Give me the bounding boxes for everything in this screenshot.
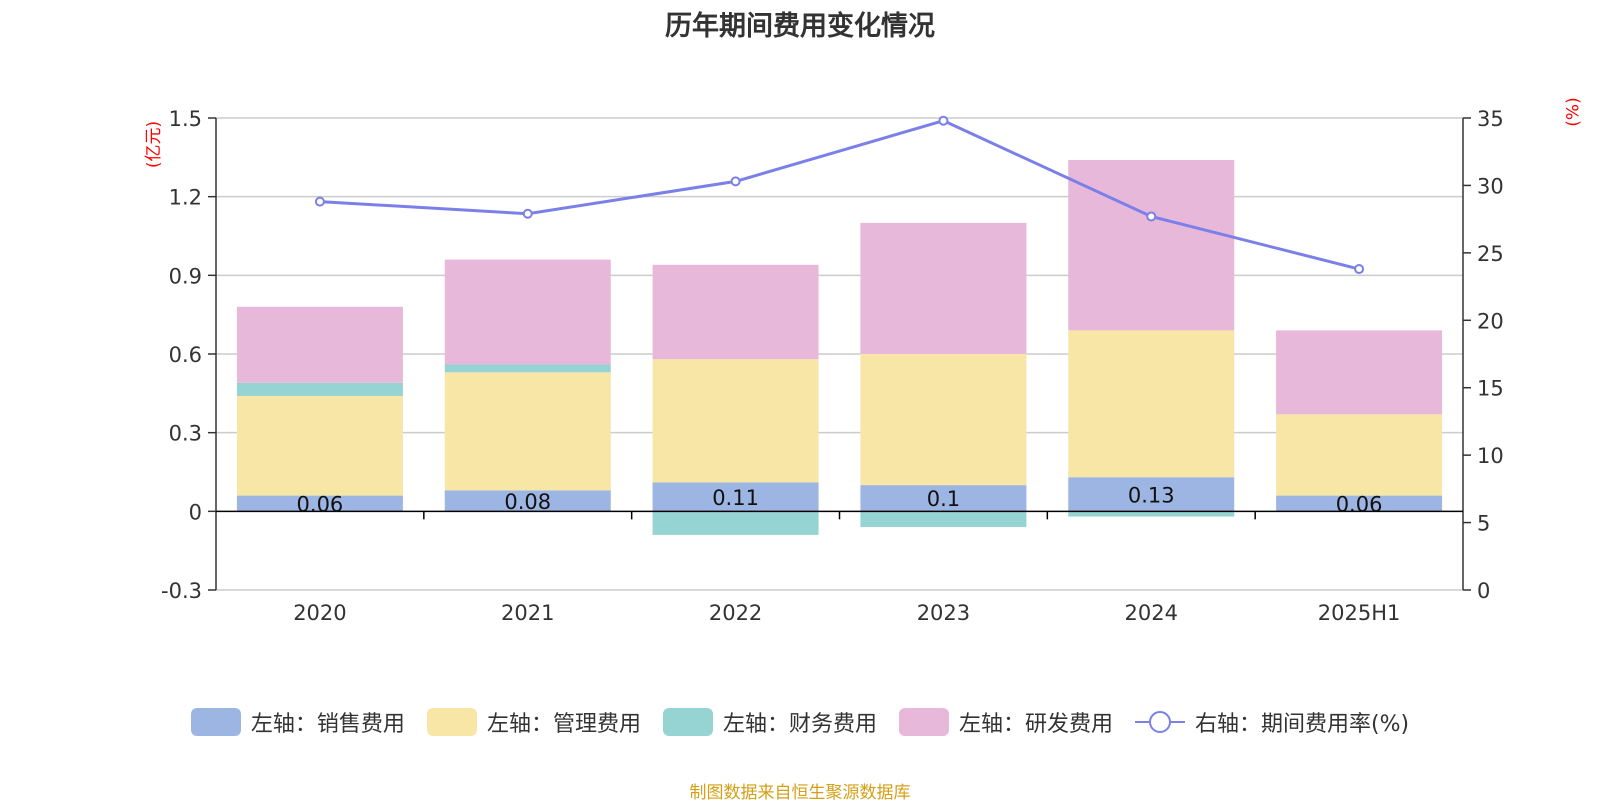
x-axis-tick-label: 2024 [1125, 601, 1178, 625]
point-expense-rate [314, 196, 325, 207]
x-axis-tick-label: 2025H1 [1318, 601, 1401, 625]
legend-swatch-finance [662, 708, 713, 736]
bar-sales [236, 495, 403, 512]
data-label-sales: 0.08 [504, 490, 551, 514]
legend-label-finance: 左轴：财务费用 [722, 712, 877, 737]
data-label-sales: 0.06 [1336, 492, 1383, 516]
bar-rnd [236, 306, 403, 383]
series-line-expense-rate [319, 119, 1360, 271]
right-axis-tick-label: 15 [1477, 377, 1504, 401]
bar-rnd [444, 259, 611, 365]
legend-label-sales: 左轴：销售费用 [250, 712, 405, 737]
legend-item-sales[interactable]: 左轴：销售费用 [190, 706, 405, 738]
right-axis-tick-label: 30 [1477, 174, 1504, 198]
point-expense-rate [730, 176, 741, 187]
bar-sales [444, 490, 611, 512]
chart-title: 历年期间费用变化情况 [665, 11, 935, 42]
chart-plot: -0.3 0 0.3 0.6 0.9 1.2 1.5 0 5 10 15 20 25 30 35 0.06 0.… [161, 107, 1504, 625]
point-expense-rate [938, 115, 949, 126]
left-axis-tick-label: -0.3 [161, 579, 202, 603]
right-axis-tick-label: 20 [1477, 309, 1504, 333]
legend-item-expense-rate[interactable]: 右轴：期间费用率(%) [1134, 706, 1410, 738]
right-axis-tick-label: 0 [1477, 579, 1490, 603]
legend-item-rnd[interactable]: 左轴：研发费用 [898, 706, 1113, 738]
right-axis-tick-label: 10 [1477, 444, 1504, 468]
bar-rnd [1068, 159, 1235, 331]
legend-line-marker-icon [1134, 708, 1185, 736]
bar-admin [236, 395, 403, 496]
left-axis-tick-label: 1.2 [169, 186, 202, 210]
legend-label-admin: 左轴：管理费用 [486, 712, 641, 737]
bar-rnd [1276, 330, 1443, 415]
x-axis-tick-label: 2021 [501, 601, 554, 625]
x-axis-tick-label: 2022 [709, 601, 762, 625]
data-label-sales: 0.11 [712, 486, 759, 510]
point-expense-rate [1146, 211, 1157, 222]
legend-swatch-rnd [898, 708, 949, 736]
bar-sales [1068, 477, 1235, 512]
chart-legend: 左轴：销售费用 左轴：管理费用 左轴：财务费用 左轴：研发费用 右轴：期间费用率… [0, 706, 1600, 738]
legend-item-admin[interactable]: 左轴：管理费用 [426, 706, 641, 738]
left-axis-tick-label: 0.9 [169, 264, 202, 288]
bar-admin [860, 354, 1027, 486]
bar-admin [1276, 414, 1443, 496]
left-axis-tick-label: 0.6 [169, 343, 202, 367]
data-label-sales: 0.1 [927, 487, 960, 511]
x-axis-tick-label: 2023 [917, 601, 970, 625]
data-label-sales: 0.06 [297, 492, 344, 516]
data-label-sales: 0.13 [1128, 483, 1175, 507]
legend-label-expense-rate: 右轴：期间费用率(%) [1194, 712, 1410, 737]
bar-finance [444, 364, 611, 373]
bar-admin [652, 359, 819, 483]
bar-rnd [860, 222, 1027, 354]
bar-finance [860, 511, 1027, 528]
right-axis-tick-label: 5 [1477, 512, 1490, 536]
point-expense-rate [522, 208, 533, 219]
point-expense-rate [1354, 264, 1365, 275]
right-axis-tick-label: 35 [1477, 107, 1504, 131]
bar-finance [652, 511, 819, 535]
bar-sales [860, 485, 1027, 512]
x-axis-tick-label: 2020 [293, 601, 346, 625]
legend-swatch-admin [426, 708, 477, 736]
bar-sales [1276, 495, 1443, 512]
data-source-note: 制图数据来自恒生聚源数据库 [689, 783, 911, 803]
bar-admin [1068, 330, 1235, 478]
left-axis-tick-label: 1.5 [169, 107, 202, 131]
legend-swatch-sales [190, 708, 241, 736]
bar-finance [236, 382, 403, 396]
legend-label-rnd: 左轴：研发费用 [958, 712, 1113, 737]
legend-item-finance[interactable]: 左轴：财务费用 [662, 706, 877, 738]
left-axis-tick-label: 0 [189, 500, 202, 524]
bar-rnd [652, 264, 819, 360]
right-axis-tick-label: 25 [1477, 242, 1504, 266]
bar-sales [652, 482, 819, 512]
bar-admin [444, 372, 611, 491]
left-axis-tick-label: 0.3 [169, 422, 202, 446]
bar-finance [1068, 511, 1235, 517]
